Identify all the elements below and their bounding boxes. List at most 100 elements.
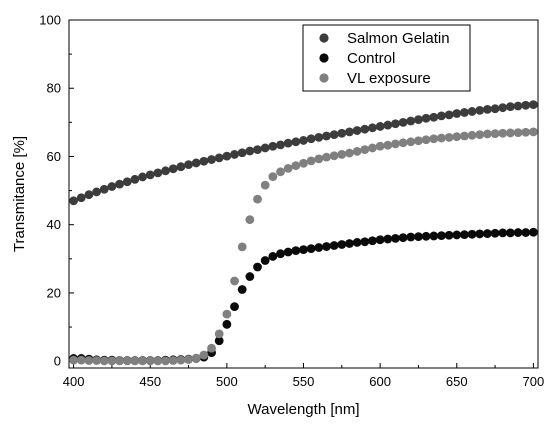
data-point-vl-exposure <box>467 130 477 140</box>
data-point-vl-exposure <box>283 164 293 173</box>
data-point-salmon-gelatin <box>322 131 331 141</box>
data-point-salmon-gelatin <box>345 127 354 137</box>
data-point-salmon-gelatin <box>222 151 232 161</box>
data-point-control <box>437 231 446 241</box>
data-point-salmon-gelatin <box>291 137 301 147</box>
data-point-vl-exposure <box>138 356 147 366</box>
data-point-vl-exposure <box>314 154 324 164</box>
data-point-salmon-gelatin <box>184 160 193 170</box>
data-point-control <box>429 231 439 241</box>
data-point-control <box>398 233 408 243</box>
legend-marker-salmon-gelatin <box>319 33 329 43</box>
data-point-vl-exposure <box>230 276 239 286</box>
data-point-vl-exposure <box>184 355 193 364</box>
data-point-salmon-gelatin <box>276 140 285 150</box>
data-point-vl-exposure <box>237 242 247 252</box>
data-point-salmon-gelatin <box>122 177 132 187</box>
data-point-control <box>391 233 400 243</box>
data-point-control <box>467 229 477 239</box>
data-point-salmon-gelatin <box>237 148 247 158</box>
data-point-control <box>452 230 462 240</box>
data-point-salmon-gelatin <box>375 122 385 131</box>
data-point-salmon-gelatin <box>452 109 462 118</box>
data-point-salmon-gelatin <box>69 196 78 206</box>
data-point-vl-exposure <box>291 161 301 171</box>
data-point-control <box>529 227 538 237</box>
data-point-control <box>253 262 262 272</box>
data-point-salmon-gelatin <box>437 111 446 121</box>
data-point-control <box>283 247 293 257</box>
data-point-vl-exposure <box>345 148 354 158</box>
data-point-salmon-gelatin <box>368 123 377 133</box>
data-point-control <box>460 230 469 240</box>
data-point-control <box>498 228 508 238</box>
data-point-salmon-gelatin <box>483 104 492 114</box>
data-point-vl-exposure <box>115 356 124 366</box>
data-point-control <box>214 336 224 346</box>
data-point-salmon-gelatin <box>398 117 408 127</box>
data-point-vl-exposure <box>498 128 508 138</box>
data-point-control <box>314 243 324 252</box>
data-point-vl-exposure <box>276 167 285 177</box>
data-point-vl-exposure <box>521 127 531 137</box>
series-vl-exposure <box>69 127 538 366</box>
data-point-vl-exposure <box>245 215 255 224</box>
data-point-vl-exposure <box>130 356 140 366</box>
y-axis-ticks: 0 20 40 60 80 100 <box>39 13 74 369</box>
data-point-salmon-gelatin <box>506 102 515 112</box>
data-point-control <box>337 240 347 249</box>
legend-box <box>302 24 471 92</box>
data-point-salmon-gelatin <box>299 136 308 145</box>
data-point-control <box>360 237 370 247</box>
data-point-salmon-gelatin <box>360 124 370 134</box>
data-point-vl-exposure <box>199 350 209 360</box>
data-point-salmon-gelatin <box>130 174 140 184</box>
data-point-vl-exposure <box>337 150 347 159</box>
data-point-vl-exposure <box>391 139 400 149</box>
data-point-control <box>276 249 285 259</box>
data-point-vl-exposure <box>414 136 423 146</box>
data-point-vl-exposure <box>260 180 270 190</box>
data-point-control <box>368 236 377 246</box>
data-point-salmon-gelatin <box>145 170 155 180</box>
data-point-vl-exposure <box>360 145 370 155</box>
data-point-salmon-gelatin <box>230 150 239 159</box>
data-point-control <box>483 229 492 238</box>
x-axis-ticks: 400 450 500 550 600 650 700 <box>63 363 544 389</box>
data-point-vl-exposure <box>483 129 492 139</box>
data-point-control <box>513 228 523 237</box>
data-point-vl-exposure <box>222 309 232 319</box>
data-point-vl-exposure <box>437 133 446 143</box>
data-point-salmon-gelatin <box>467 107 477 116</box>
data-point-salmon-gelatin <box>253 145 262 155</box>
data-point-vl-exposure <box>368 143 377 153</box>
data-point-salmon-gelatin <box>490 104 500 114</box>
data-point-salmon-gelatin <box>115 179 124 189</box>
data-point-vl-exposure <box>398 138 408 148</box>
data-point-vl-exposure <box>99 356 109 366</box>
data-point-salmon-gelatin <box>92 187 101 197</box>
data-point-vl-exposure <box>92 356 101 365</box>
series-layer <box>69 100 538 366</box>
data-point-salmon-gelatin <box>352 126 362 135</box>
data-point-vl-exposure <box>168 356 178 365</box>
data-point-vl-exposure <box>84 356 94 365</box>
data-point-salmon-gelatin <box>214 153 224 163</box>
data-point-control <box>329 241 339 250</box>
data-point-vl-exposure <box>76 355 86 365</box>
data-point-salmon-gelatin <box>521 100 531 110</box>
y-tick-label: 40 <box>47 217 61 232</box>
data-point-salmon-gelatin <box>191 158 201 168</box>
data-point-salmon-gelatin <box>314 132 324 142</box>
data-point-salmon-gelatin <box>529 100 538 110</box>
data-point-control <box>345 239 354 248</box>
data-point-salmon-gelatin <box>199 156 209 166</box>
data-point-salmon-gelatin <box>138 172 147 182</box>
data-point-salmon-gelatin <box>406 116 416 126</box>
data-point-salmon-gelatin <box>76 193 86 203</box>
data-point-salmon-gelatin <box>245 146 255 156</box>
x-tick-label: 400 <box>63 374 85 389</box>
data-point-salmon-gelatin <box>84 190 94 200</box>
data-point-salmon-gelatin <box>329 130 339 140</box>
